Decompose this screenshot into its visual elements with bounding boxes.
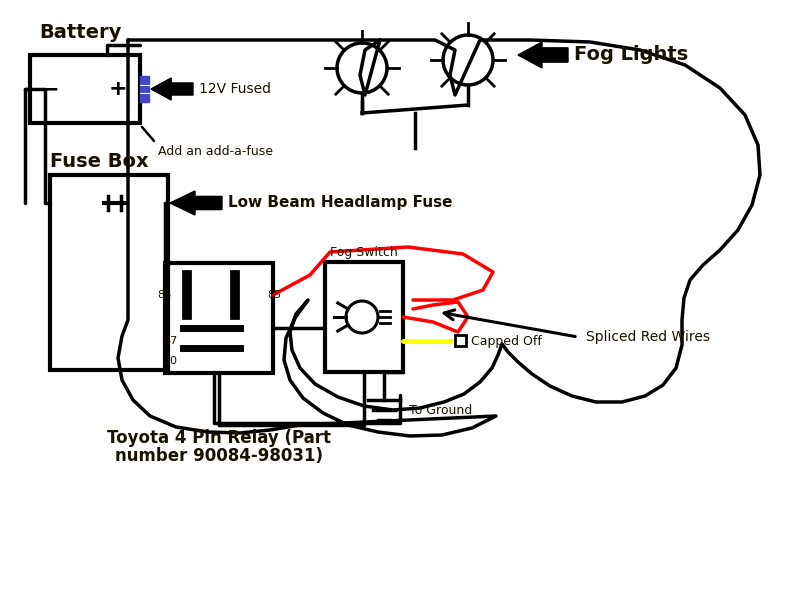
- Bar: [50, 175, 168, 370]
- Polygon shape: [151, 78, 193, 100]
- Text: Low Beam Headlamp Fuse: Low Beam Headlamp Fuse: [228, 195, 453, 210]
- Text: Fog Lights: Fog Lights: [574, 46, 688, 65]
- Text: 30: 30: [163, 356, 177, 366]
- Text: +: +: [109, 79, 127, 99]
- Text: number 90084-98031): number 90084-98031): [115, 447, 323, 465]
- Text: Add an add-a-fuse: Add an add-a-fuse: [158, 145, 273, 158]
- Bar: [455, 335, 466, 346]
- Bar: [30, 55, 140, 123]
- Bar: [325, 262, 403, 372]
- Text: −: −: [41, 79, 59, 99]
- Text: 85: 85: [267, 290, 281, 300]
- Text: 86: 86: [157, 290, 171, 300]
- Bar: [140, 76, 149, 102]
- Text: Capped Off: Capped Off: [471, 335, 542, 347]
- Polygon shape: [170, 191, 222, 215]
- Text: Spliced Red Wires: Spliced Red Wires: [586, 330, 710, 344]
- Text: Battery: Battery: [39, 23, 121, 42]
- Text: 12V Fused: 12V Fused: [199, 82, 271, 96]
- Text: Fuse Box: Fuse Box: [50, 152, 149, 171]
- Text: To Ground: To Ground: [409, 404, 472, 416]
- Text: Toyota 4 Pin Relay (Part: Toyota 4 Pin Relay (Part: [107, 429, 331, 447]
- Text: Fog Switch: Fog Switch: [330, 246, 398, 259]
- Text: 87: 87: [162, 336, 177, 346]
- Bar: [165, 263, 273, 373]
- Polygon shape: [518, 42, 568, 68]
